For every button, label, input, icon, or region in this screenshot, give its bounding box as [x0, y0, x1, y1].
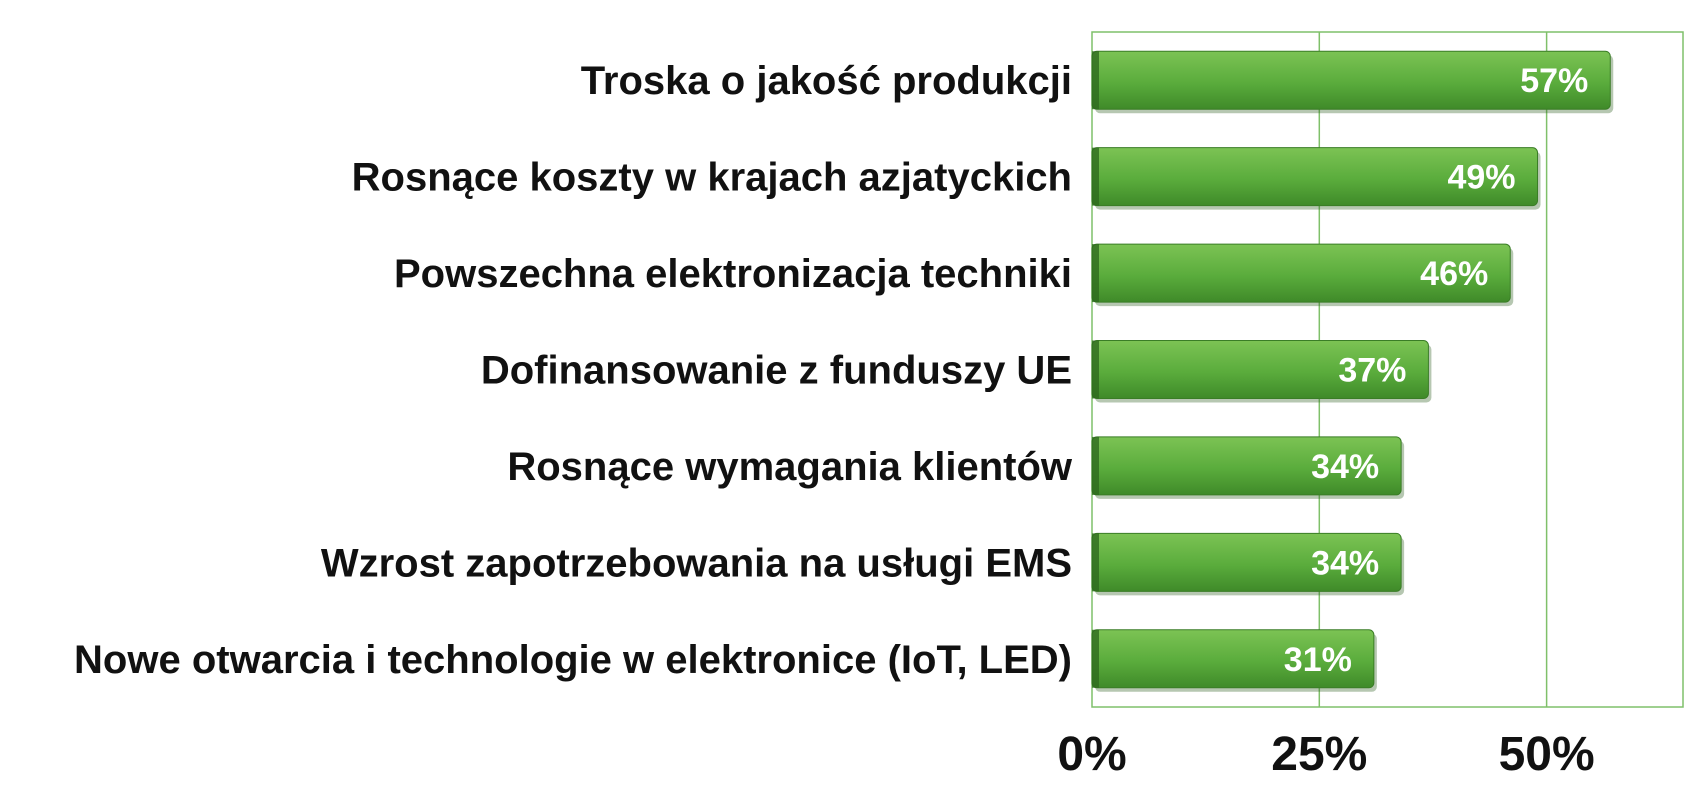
data-label: 31% [1284, 641, 1352, 679]
bar-edge [1092, 147, 1099, 206]
bar-edge [1092, 244, 1099, 303]
x-tick-label: 0% [1057, 728, 1126, 781]
data-label: 57% [1520, 62, 1588, 100]
data-label: 34% [1311, 448, 1379, 486]
x-tick-label: 25% [1271, 728, 1367, 781]
data-label: 34% [1311, 544, 1379, 582]
category-label: Dofinansowanie z funduszy UE [481, 349, 1072, 393]
data-label: 37% [1338, 352, 1406, 390]
category-label: Troska o jakość produkcji [581, 59, 1072, 103]
category-label: Rosnące wymagania klientów [507, 445, 1073, 489]
bar-edge [1092, 436, 1099, 495]
category-label: Nowe otwarcia i technologie w elektronic… [74, 638, 1072, 682]
category-label: Powszechna elektronizacja techniki [394, 252, 1072, 296]
data-label: 46% [1420, 255, 1488, 293]
bar-edge [1092, 340, 1099, 399]
x-tick-label: 50% [1499, 728, 1595, 781]
category-label: Wzrost zapotrzebowania na usługi EMS [321, 541, 1072, 585]
category-label: Rosnące koszty w krajach azjatyckich [352, 156, 1072, 200]
bar-edge [1092, 533, 1099, 592]
data-label: 49% [1447, 159, 1515, 197]
bar-edge [1092, 51, 1099, 110]
bars: 57% 49% 46% 37% 34% 34% 31% [1091, 50, 1614, 692]
category-labels: Troska o jakość produkcji Rosnące koszty … [74, 59, 1073, 682]
x-axis-ticks: 0% 25% 50% [1057, 728, 1594, 781]
bar-edge [1092, 629, 1099, 688]
